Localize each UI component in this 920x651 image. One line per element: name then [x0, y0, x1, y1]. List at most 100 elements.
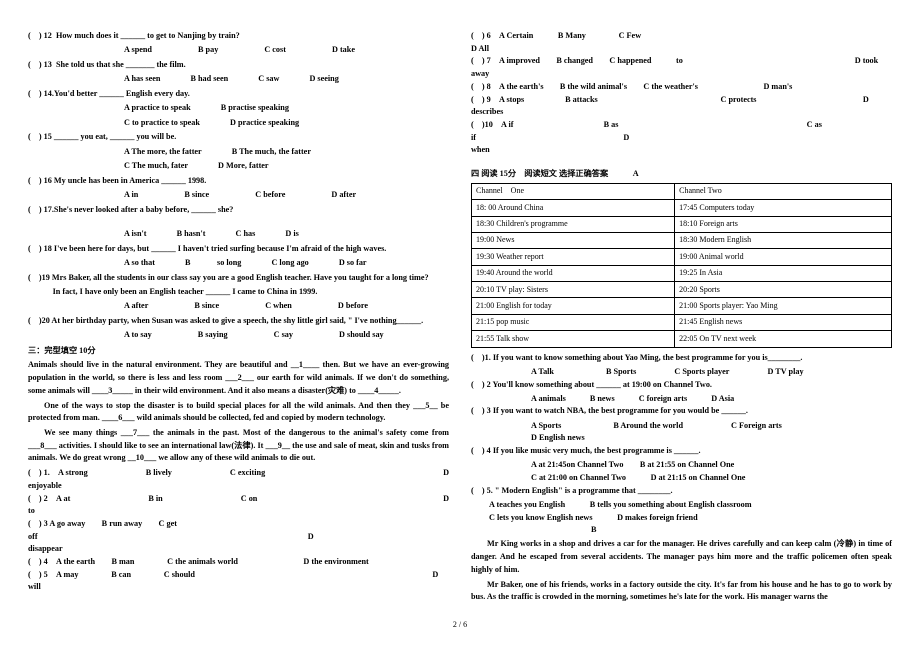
q19-b: B since — [194, 300, 219, 313]
c8: ( ) 8 A the earth's B the wild animal's … — [471, 81, 892, 94]
q18-b: B so long — [185, 257, 241, 270]
q16: ( ) 16 My uncle has been in America ____… — [28, 175, 449, 188]
section-4-title: 四 阅读 15分 阅读短文 选择正确答案 A — [471, 168, 892, 181]
q15-opts1: A The more, the fatter B The much, the f… — [28, 146, 449, 159]
table-row: 18: 00 Around China17:45 Computers today — [472, 200, 892, 216]
q16-b: B since — [184, 189, 209, 202]
q17-a: A isn't — [124, 228, 147, 241]
q13: ( ) 13 She told us that she _______ the … — [28, 59, 449, 72]
q18-opts: A so that B so long C long ago D so far — [28, 257, 449, 270]
c2-c: C on — [241, 494, 258, 503]
q16-opts: A in B since C before D after — [28, 189, 449, 202]
q13-b: B had seen — [190, 73, 228, 86]
q12: ( ) 12 How much does it ______ to get to… — [28, 30, 449, 43]
r4-opts1: A at 21:45on Channel Two B at 21:55 on C… — [471, 459, 892, 472]
col-header-2: Channel Two — [675, 183, 892, 199]
q18-a: A so that — [124, 257, 155, 270]
cell: 21:45 English news — [675, 314, 892, 330]
q19: ( )19 Mrs Baker, all the students in our… — [28, 272, 449, 285]
c1-d: D — [443, 467, 449, 480]
passage-3: We see many things ___7___ the animals i… — [28, 427, 449, 465]
q17-b: B hasn't — [177, 228, 206, 241]
r1-a: A Talk — [531, 366, 554, 379]
q14-d: D practice speaking — [230, 117, 299, 130]
cell: 19:25 In Asia — [675, 265, 892, 281]
q15-b: B The much, the fatter — [232, 146, 311, 159]
cell: 17:45 Computers today — [675, 200, 892, 216]
q12-opts: A spend B pay C cost D take — [28, 44, 449, 57]
q20: ( )20 At her birthday party, when Susan … — [28, 315, 449, 328]
q19-a: A after — [124, 300, 148, 313]
q19-d: D before — [338, 300, 368, 313]
q20-d: D should say — [339, 329, 384, 342]
q14: ( ) 14.You'd better ______ English every… — [28, 88, 449, 101]
cell: 19:00 News — [472, 232, 675, 248]
q20-opts: A to say B saying C say D should say — [28, 329, 449, 342]
table-row: 19:30 Weather report19:00 Animal world — [472, 249, 892, 265]
r5-opts1: A teaches you English B tells you someth… — [471, 499, 892, 512]
r2-a: A animals — [531, 393, 566, 406]
cell: 19:00 Animal world — [675, 249, 892, 265]
q16-a: A in — [124, 189, 138, 202]
q13-d: D seeing — [309, 73, 338, 86]
r2: ( ) 2 You'll know something about ______… — [471, 379, 892, 392]
r5: ( ) 5. " Modern English" is a programme … — [471, 485, 892, 498]
q14-b: B practise speaking — [221, 102, 289, 115]
q20-a: A to say — [124, 329, 152, 342]
q18-d: D so far — [339, 257, 367, 270]
q14-a: A practice to speak — [124, 102, 191, 115]
column-right: ( ) 6 A Certain B Many C Few D All ( ) 7… — [471, 30, 892, 606]
table-row: 21:00 English for today21:00 Sports play… — [472, 298, 892, 314]
r3-b: B Around the world — [613, 420, 683, 433]
table-row: 19:40 Around the world19:25 In Asia — [472, 265, 892, 281]
c10e: when — [471, 144, 892, 157]
q16-c: C before — [255, 189, 285, 202]
page-footer: 2 / 6 — [28, 620, 892, 629]
r1-c: C Sports player — [674, 366, 729, 379]
cell: 18: 00 Around China — [472, 200, 675, 216]
c1-b: B lively — [146, 468, 172, 477]
cell: 21:00 Sports player: Yao Ming — [675, 298, 892, 314]
q14-c: C to practice to speak — [124, 117, 200, 130]
r4-opts2: C at 21:00 on Channel Two D at 21:15 on … — [471, 472, 892, 485]
c3e: disappear — [28, 543, 449, 556]
r3-opts: A Sports B Around the world C Foreign ar… — [471, 420, 892, 433]
q15-a: A The more, the fatter — [124, 146, 202, 159]
q18-c: C long ago — [271, 257, 308, 270]
r4: ( ) 4 If you like music very much, the b… — [471, 445, 892, 458]
q17-opts: A isn't B hasn't C has D is — [28, 228, 449, 241]
q12-b: B pay — [198, 44, 218, 57]
r5-opts2: C lets you know English news D makes for… — [471, 512, 892, 525]
column-left: ( ) 12 How much does it ______ to get to… — [28, 30, 449, 606]
cell: 21:15 pop music — [472, 314, 675, 330]
section-b-heading: B — [471, 524, 892, 537]
c9e: describes — [471, 106, 892, 119]
c2-b: B in — [148, 494, 162, 503]
table-row: 21:55 Talk show22:05 On TV next week — [472, 331, 892, 347]
table-row: 19:00 News18:30 Modern English — [472, 232, 892, 248]
r2-d: D Asia — [711, 393, 734, 406]
cell: 18:30 Modern English — [675, 232, 892, 248]
cell: 21:55 Talk show — [472, 331, 675, 347]
passage-1: Animals should live in the natural envir… — [28, 359, 449, 397]
cell: 20:20 Sports — [675, 282, 892, 298]
cell: 19:40 Around the world — [472, 265, 675, 281]
r1-b: B Sports — [606, 366, 636, 379]
q12-a: A spend — [124, 44, 152, 57]
q14-opts1: A practice to speak B practise speaking — [28, 102, 449, 115]
c2e: to — [28, 505, 449, 518]
table-header-row: Channel One Channel Two — [472, 183, 892, 199]
cell: 20:10 TV play: Sisters — [472, 282, 675, 298]
r2-opts: A animals B news C foreign arts D Asia — [471, 393, 892, 406]
c1: ( ) 1. A strong B lively C exciting D — [28, 467, 449, 480]
q20-c: C say — [274, 329, 293, 342]
q15-c: C The much, fater — [124, 160, 188, 173]
q20-b: B saying — [198, 329, 228, 342]
q13-opts: A has seen B had seen C saw D seeing — [28, 73, 449, 86]
c7: ( ) 7 A improved B changed C happened to… — [471, 55, 892, 80]
tv-schedule-table: Channel One Channel Two 18: 00 Around Ch… — [471, 183, 892, 348]
r3-opts2: D English news — [471, 432, 892, 445]
c10: ( )10 A if B as C as if D — [471, 119, 892, 144]
c6: ( ) 6 A Certain B Many C Few D All — [471, 30, 892, 55]
r3-c: C Foreign arts — [731, 420, 782, 433]
